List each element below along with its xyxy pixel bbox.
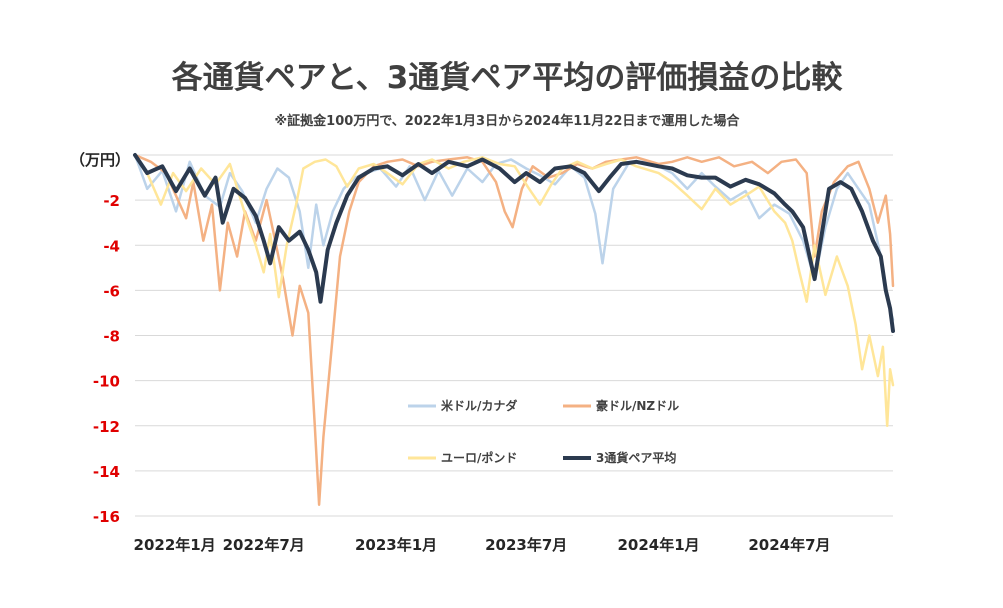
series-line-1	[133, 153, 895, 321]
legend-label: 豪ドル/NZドル	[596, 398, 679, 413]
legend-label: 3通貨ペア平均	[596, 450, 676, 465]
x-tick-label: 2023年7月	[485, 536, 567, 554]
y-tick-label: -4	[103, 237, 120, 255]
y-tick-label: -8	[103, 328, 120, 346]
legend-label: ユーロ/ポンド	[441, 450, 517, 465]
chart-subtitle: ※証拠金100万円で、2022年1月3日から2024年11月22日まで運用した場…	[275, 113, 741, 129]
x-tick-label: 2022年7月	[223, 536, 305, 554]
y-tick-label: -10	[93, 373, 120, 391]
y-axis-unit-label: （万円）	[70, 151, 130, 169]
x-tick-label: 2024年1月	[617, 536, 699, 554]
y-tick-label: -6	[103, 282, 120, 300]
x-tick-label: 2024年7月	[748, 536, 830, 554]
y-tick-label: -14	[93, 463, 120, 481]
legend-label: 米ドル/カナダ	[441, 398, 517, 413]
series-line-4	[133, 153, 895, 333]
x-tick-label: 2023年1月	[355, 536, 437, 554]
grid-lines	[135, 154, 893, 517]
x-tick-label: 2022年1月	[134, 536, 216, 554]
y-tick-label: -2	[103, 192, 120, 210]
y-tick-label: -16	[93, 508, 120, 526]
y-axis-ticks: -2 -4 -6 -8 -10 -12 -14 -16	[93, 192, 120, 526]
series-lines	[133, 153, 895, 506]
chart-title: 各通貨ペアと、3通貨ペア平均の評価損益の比較	[171, 60, 844, 96]
x-axis-ticks: 2022年1月 2022年7月 2023年1月 2023年7月 2024年1月 2024年…	[134, 536, 831, 554]
y-tick-label: -12	[93, 418, 120, 436]
